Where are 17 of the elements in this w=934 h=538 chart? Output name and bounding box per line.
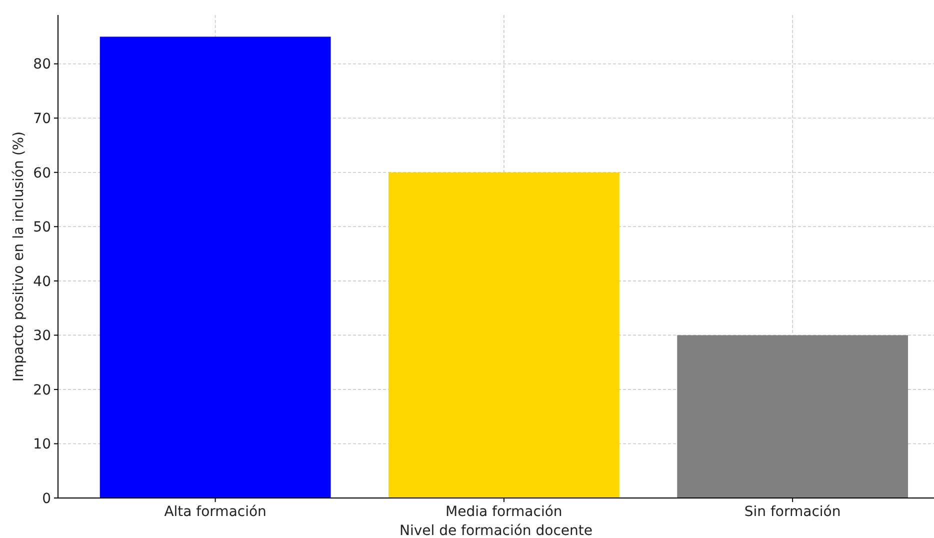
x-tick-label: Sin formación xyxy=(744,504,841,520)
x-axis-title: Nivel de formación docente xyxy=(400,523,592,538)
x-tick-label: Alta formación xyxy=(164,504,266,520)
y-tick-label: 0 xyxy=(42,490,51,507)
y-tick-label: 50 xyxy=(33,220,51,236)
y-tick-label: 60 xyxy=(33,165,51,182)
y-tick-label: 10 xyxy=(33,436,51,453)
bar xyxy=(677,335,908,498)
y-tick-label: 80 xyxy=(33,56,51,73)
x-tick-label: Media formación xyxy=(446,504,562,520)
bar xyxy=(100,36,331,498)
y-axis-title: Impacto positivo en la inclusión (%) xyxy=(11,131,27,382)
y-tick-label: 40 xyxy=(33,274,51,290)
y-tick-label: 70 xyxy=(33,111,51,128)
y-tick-label: 30 xyxy=(33,328,51,344)
bar xyxy=(388,172,620,498)
y-tick-label: 20 xyxy=(33,382,51,398)
